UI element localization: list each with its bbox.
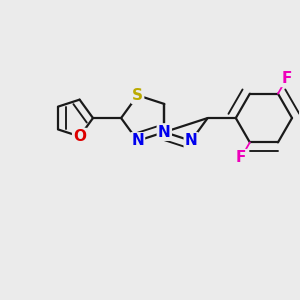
- Text: F: F: [282, 71, 292, 86]
- Text: O: O: [73, 129, 86, 144]
- Text: N: N: [131, 133, 144, 148]
- Text: F: F: [236, 150, 246, 165]
- Text: N: N: [158, 124, 171, 140]
- Text: N: N: [158, 124, 171, 140]
- Text: S: S: [132, 88, 143, 103]
- Text: N: N: [185, 133, 197, 148]
